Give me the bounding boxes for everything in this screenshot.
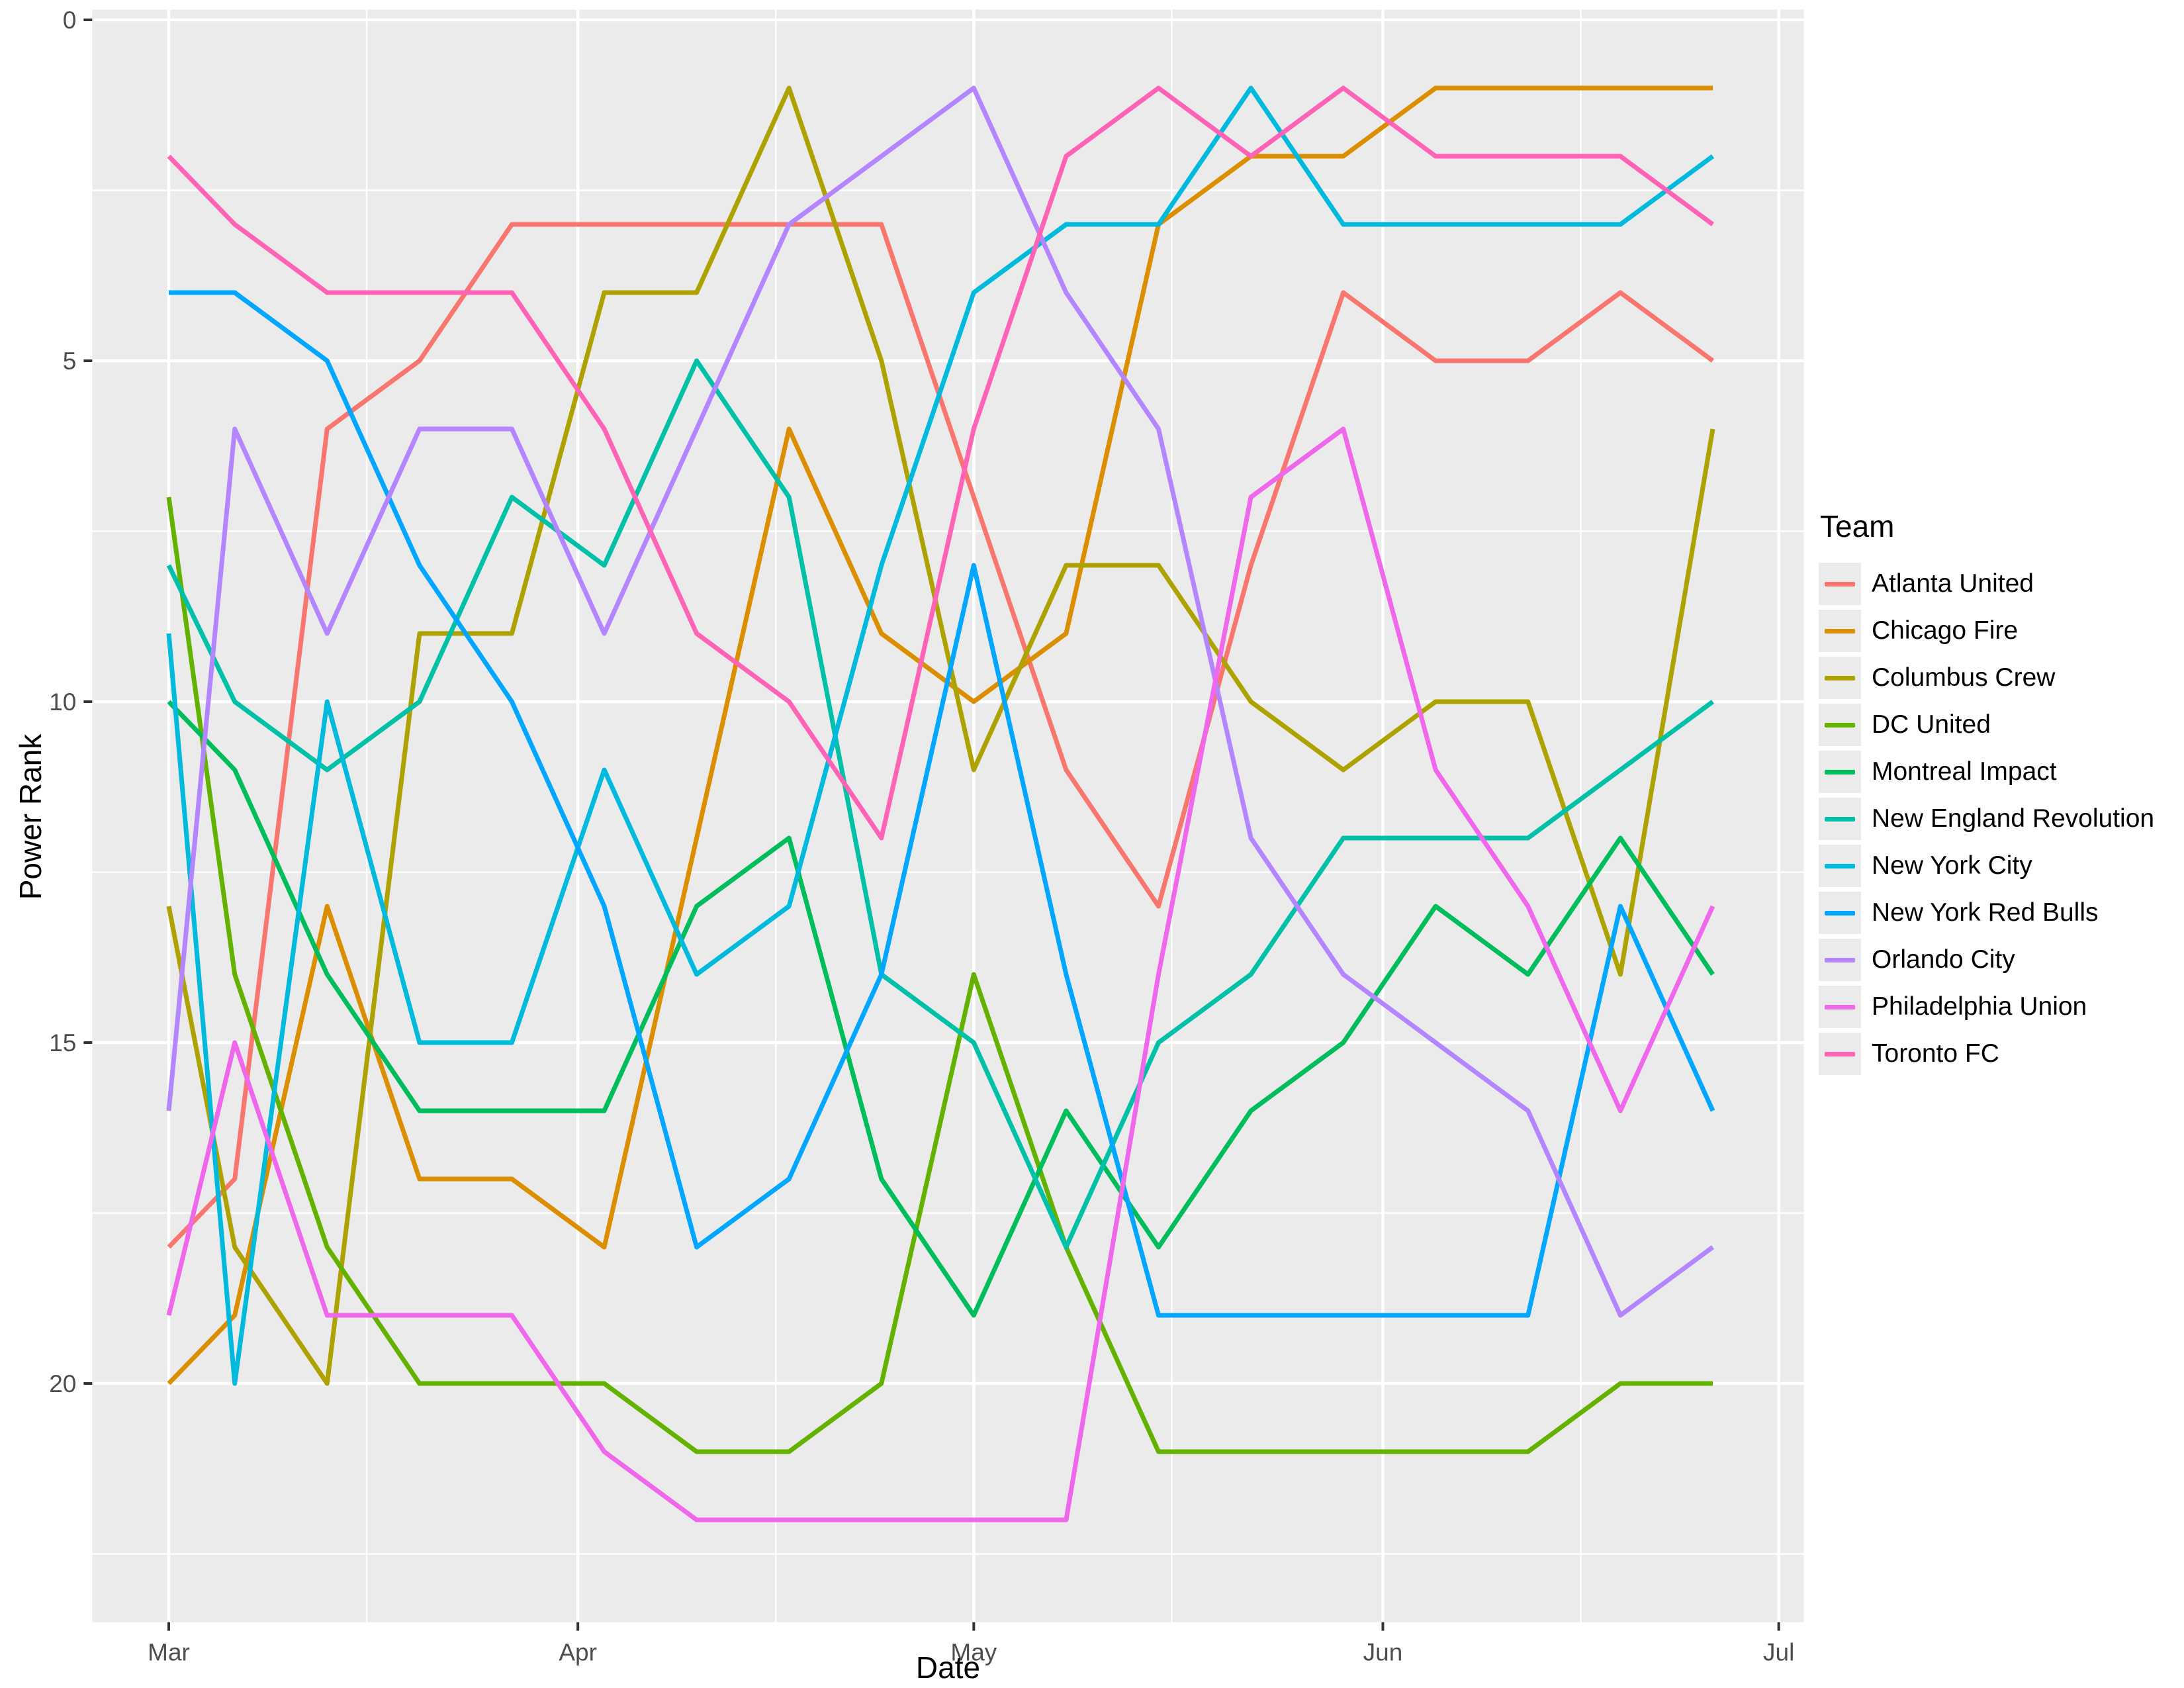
legend-color-line bbox=[1825, 769, 1855, 774]
legend-label: Orlando City bbox=[1872, 945, 2015, 974]
legend-label: Columbus Crew bbox=[1872, 663, 2056, 692]
legend-item-new-york-red-bulls: New York Red Bulls bbox=[1819, 892, 2154, 934]
legend-key-swatch bbox=[1819, 563, 1861, 605]
legend-item-orlando-city: Orlando City bbox=[1819, 939, 2154, 981]
series-line-new-york-red-bulls bbox=[169, 290, 1715, 1318]
legend-key-swatch bbox=[1819, 657, 1861, 699]
series-line-columbus-crew bbox=[166, 85, 1715, 1386]
x-tick-label: Jul bbox=[1763, 1639, 1794, 1666]
legend-key-swatch bbox=[1819, 704, 1861, 746]
legend-color-line bbox=[1825, 581, 1855, 586]
series-line-philadelphia-union bbox=[166, 426, 1715, 1523]
legend-color-line bbox=[1825, 1004, 1855, 1009]
legend-color-line bbox=[1825, 1051, 1855, 1056]
legend-key-swatch bbox=[1819, 751, 1861, 793]
legend-key-swatch bbox=[1819, 798, 1861, 840]
legend-label: DC United bbox=[1872, 710, 1991, 739]
series-line-orlando-city bbox=[166, 85, 1715, 1318]
legend-label: New York Red Bulls bbox=[1872, 898, 2099, 927]
legend-item-new-england-revolution: New England Revolution bbox=[1819, 798, 2154, 840]
series-line-new-england-revolution bbox=[166, 358, 1715, 1250]
legend-label: Philadelphia Union bbox=[1872, 992, 2087, 1021]
plot-panel bbox=[92, 9, 1804, 1622]
legend-item-columbus-crew: Columbus Crew bbox=[1819, 657, 2154, 699]
legend-item-atlanta-united: Atlanta United bbox=[1819, 563, 2154, 605]
series-line-chicago-fire bbox=[167, 85, 1713, 1385]
x-tick-label: Apr bbox=[559, 1639, 597, 1666]
legend-item-philadelphia-union: Philadelphia Union bbox=[1819, 986, 2154, 1028]
series-line-new-york-city bbox=[166, 85, 1715, 1386]
legend-color-line bbox=[1825, 628, 1855, 633]
legend: Team Atlanta United Chicago Fire Columbus … bbox=[1819, 508, 2154, 1080]
x-tick-label: Jun bbox=[1363, 1639, 1403, 1666]
y-axis-title: Power Rank bbox=[13, 733, 48, 900]
y-tick-label: 0 bbox=[63, 7, 77, 34]
legend-label: New York City bbox=[1872, 851, 2032, 880]
legend-title: Team bbox=[1820, 509, 1895, 543]
legend-item-chicago-fire: Chicago Fire bbox=[1819, 610, 2154, 652]
y-tick-label: 10 bbox=[49, 688, 76, 716]
legend-label: Toronto FC bbox=[1872, 1039, 1999, 1068]
legend-color-line bbox=[1825, 910, 1855, 915]
legend-label: New England Revolution bbox=[1872, 804, 2155, 833]
y-tick-label: 5 bbox=[63, 348, 77, 375]
legend-item-montreal-impact: Montreal Impact bbox=[1819, 751, 2154, 793]
x-tick-label: Mar bbox=[148, 1639, 190, 1666]
legend-label: Chicago Fire bbox=[1872, 616, 2019, 645]
x-tick-label: May bbox=[950, 1639, 997, 1666]
legend-color-line bbox=[1825, 957, 1855, 962]
series-line-dc-united bbox=[166, 496, 1713, 1454]
legend-color-line bbox=[1825, 675, 1855, 680]
legend-key-swatch bbox=[1819, 939, 1861, 981]
legend-label: Atlanta United bbox=[1872, 569, 2034, 598]
y-tick-label: 15 bbox=[49, 1029, 76, 1056]
legend-item-new-york-city: New York City bbox=[1819, 845, 2154, 887]
series-line-atlanta-united bbox=[167, 222, 1715, 1249]
legend-key-swatch bbox=[1819, 1033, 1861, 1075]
legend-key-swatch bbox=[1819, 610, 1861, 652]
legend-color-line bbox=[1825, 863, 1855, 868]
legend-color-line bbox=[1825, 816, 1855, 821]
x-axis-title: Date bbox=[915, 1650, 981, 1685]
legend-key-swatch bbox=[1819, 892, 1861, 934]
y-tick-label: 20 bbox=[49, 1370, 76, 1397]
series-line-montreal-impact bbox=[167, 700, 1715, 1318]
legend-key-swatch bbox=[1819, 986, 1861, 1028]
legend-items: Atlanta United Chicago Fire Columbus Crew D… bbox=[1819, 563, 2154, 1075]
legend-key-swatch bbox=[1819, 845, 1861, 887]
legend-item-dc-united: DC United bbox=[1819, 704, 2154, 746]
legend-label: Montreal Impact bbox=[1872, 757, 2057, 786]
legend-item-toronto-fc: Toronto FC bbox=[1819, 1033, 2154, 1075]
legend-color-line bbox=[1825, 722, 1855, 727]
series-line-toronto-fc bbox=[167, 85, 1715, 841]
